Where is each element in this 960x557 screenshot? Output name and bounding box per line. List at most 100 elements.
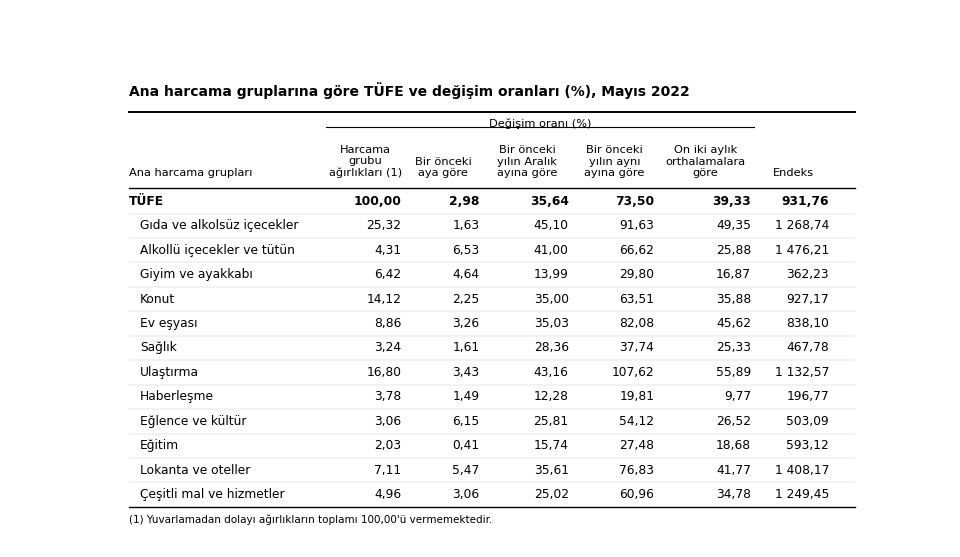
Text: Lokanta ve oteller: Lokanta ve oteller <box>140 464 251 477</box>
Text: 927,17: 927,17 <box>786 292 829 306</box>
Text: 35,88: 35,88 <box>715 292 751 306</box>
Text: 12,28: 12,28 <box>534 390 568 403</box>
Text: 39,33: 39,33 <box>712 195 751 208</box>
Text: 503,09: 503,09 <box>786 415 829 428</box>
Text: 15,74: 15,74 <box>534 439 568 452</box>
Text: 3,06: 3,06 <box>374 415 401 428</box>
Text: 838,10: 838,10 <box>786 317 829 330</box>
Text: 41,00: 41,00 <box>534 244 568 257</box>
Text: 37,74: 37,74 <box>619 341 654 354</box>
Text: Haberleşme: Haberleşme <box>140 390 214 403</box>
Text: Ana harcama grupları: Ana harcama grupları <box>129 168 252 178</box>
Text: 3,06: 3,06 <box>452 488 479 501</box>
Text: 1 249,45: 1 249,45 <box>775 488 829 501</box>
Text: 82,08: 82,08 <box>619 317 654 330</box>
Text: 5,47: 5,47 <box>452 464 479 477</box>
Text: 34,78: 34,78 <box>716 488 751 501</box>
Text: 25,81: 25,81 <box>534 415 568 428</box>
Text: Değişim oranı (%): Değişim oranı (%) <box>489 118 591 129</box>
Text: 1 132,57: 1 132,57 <box>775 366 829 379</box>
Text: Bir önceki
aya göre: Bir önceki aya göre <box>415 157 471 178</box>
Text: 362,23: 362,23 <box>786 268 829 281</box>
Text: Çeşitli mal ve hizmetler: Çeşitli mal ve hizmetler <box>140 488 285 501</box>
Text: On iki aylık
orthalamalara
göre: On iki aylık orthalamalara göre <box>665 145 746 178</box>
Text: 16,87: 16,87 <box>716 268 751 281</box>
Text: 8,86: 8,86 <box>373 317 401 330</box>
Text: 29,80: 29,80 <box>619 268 654 281</box>
Text: 49,35: 49,35 <box>716 219 751 232</box>
Text: 1,61: 1,61 <box>452 341 479 354</box>
Text: 73,50: 73,50 <box>615 195 654 208</box>
Text: 4,31: 4,31 <box>374 244 401 257</box>
Text: Ev eşyası: Ev eşyası <box>140 317 198 330</box>
Text: 1 476,21: 1 476,21 <box>775 244 829 257</box>
Text: Endeks: Endeks <box>773 168 813 178</box>
Text: 0,41: 0,41 <box>452 439 479 452</box>
Text: 25,32: 25,32 <box>366 219 401 232</box>
Text: 43,16: 43,16 <box>534 366 568 379</box>
Text: 54,12: 54,12 <box>619 415 654 428</box>
Text: 25,33: 25,33 <box>716 341 751 354</box>
Text: 26,52: 26,52 <box>716 415 751 428</box>
Text: Bir önceki
yılın Aralık
ayına göre: Bir önceki yılın Aralık ayına göre <box>496 145 557 178</box>
Text: 107,62: 107,62 <box>612 366 654 379</box>
Text: TÜFE: TÜFE <box>129 195 164 208</box>
Text: 3,26: 3,26 <box>452 317 479 330</box>
Text: 28,36: 28,36 <box>534 341 568 354</box>
Text: 35,61: 35,61 <box>534 464 568 477</box>
Text: 63,51: 63,51 <box>619 292 654 306</box>
Text: 196,77: 196,77 <box>786 390 829 403</box>
Text: 3,24: 3,24 <box>374 341 401 354</box>
Text: 9,77: 9,77 <box>724 390 751 403</box>
Text: 66,62: 66,62 <box>619 244 654 257</box>
Text: Giyim ve ayakkabı: Giyim ve ayakkabı <box>140 268 252 281</box>
Text: Eğitim: Eğitim <box>140 439 180 452</box>
Text: 1,49: 1,49 <box>452 390 479 403</box>
Text: 13,99: 13,99 <box>534 268 568 281</box>
Text: 18,68: 18,68 <box>716 439 751 452</box>
Text: Konut: Konut <box>140 292 176 306</box>
Text: 27,48: 27,48 <box>619 439 654 452</box>
Text: 2,25: 2,25 <box>452 292 479 306</box>
Text: (1) Yuvarlamadan dolayı ağırlıkların toplamı 100,00'ü vermemektedir.: (1) Yuvarlamadan dolayı ağırlıkların top… <box>129 515 492 525</box>
Text: 1,63: 1,63 <box>452 219 479 232</box>
Text: 1 268,74: 1 268,74 <box>775 219 829 232</box>
Text: 3,43: 3,43 <box>452 366 479 379</box>
Text: Gıda ve alkolsüz içecekler: Gıda ve alkolsüz içecekler <box>140 219 299 232</box>
Text: 593,12: 593,12 <box>786 439 829 452</box>
Text: Harcama
grubu
ağırlıkları (1): Harcama grubu ağırlıkları (1) <box>328 145 401 178</box>
Text: 3,78: 3,78 <box>374 390 401 403</box>
Text: 91,63: 91,63 <box>619 219 654 232</box>
Text: 7,11: 7,11 <box>374 464 401 477</box>
Text: 6,53: 6,53 <box>452 244 479 257</box>
Text: 45,10: 45,10 <box>534 219 568 232</box>
Text: 60,96: 60,96 <box>619 488 654 501</box>
Text: 467,78: 467,78 <box>786 341 829 354</box>
Text: 55,89: 55,89 <box>715 366 751 379</box>
Text: 4,64: 4,64 <box>452 268 479 281</box>
Text: 2,98: 2,98 <box>449 195 479 208</box>
Text: 45,62: 45,62 <box>716 317 751 330</box>
Text: 16,80: 16,80 <box>366 366 401 379</box>
Text: 35,03: 35,03 <box>534 317 568 330</box>
Text: Sağlık: Sağlık <box>140 341 177 354</box>
Text: Alkollü içecekler ve tütün: Alkollü içecekler ve tütün <box>140 244 295 257</box>
Text: 6,15: 6,15 <box>452 415 479 428</box>
Text: 2,03: 2,03 <box>374 439 401 452</box>
Text: 25,88: 25,88 <box>715 244 751 257</box>
Text: Eğlence ve kültür: Eğlence ve kültür <box>140 415 247 428</box>
Text: 931,76: 931,76 <box>781 195 829 208</box>
Text: 19,81: 19,81 <box>619 390 654 403</box>
Text: 6,42: 6,42 <box>374 268 401 281</box>
Text: 1 408,17: 1 408,17 <box>775 464 829 477</box>
Text: Ana harcama gruplarına göre TÜFE ve değişim oranları (%), Mayıs 2022: Ana harcama gruplarına göre TÜFE ve deği… <box>129 82 689 99</box>
Text: 35,00: 35,00 <box>534 292 568 306</box>
Text: 14,12: 14,12 <box>367 292 401 306</box>
Text: 76,83: 76,83 <box>619 464 654 477</box>
Text: Ulaştırma: Ulaştırma <box>140 366 199 379</box>
Text: Bir önceki
yılın aynı
ayına göre: Bir önceki yılın aynı ayına göre <box>585 145 644 178</box>
Text: 25,02: 25,02 <box>534 488 568 501</box>
Text: 35,64: 35,64 <box>530 195 568 208</box>
Text: 4,96: 4,96 <box>374 488 401 501</box>
Text: 41,77: 41,77 <box>716 464 751 477</box>
